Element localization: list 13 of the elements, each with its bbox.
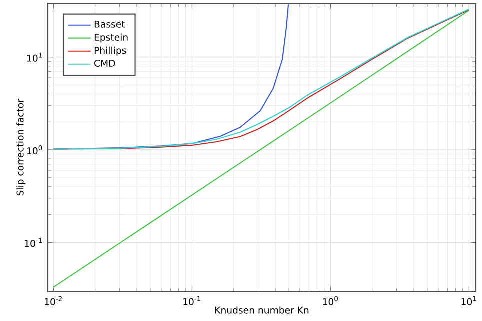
x-tick-label: 10$^{0}$	[323, 296, 338, 306]
x-axis-title: Knudsen number Kn	[216, 306, 309, 314]
legend-label: CMD	[94, 60, 116, 67]
x-tick-label: 10$^{1}$	[462, 296, 476, 306]
y-axis-title: Slip correction factor	[16, 99, 26, 196]
y-tick-label: 10$^{0}$	[28, 145, 42, 155]
legend-label: Epstein	[94, 34, 128, 43]
x-tick-label: 10$^{-1}$	[184, 296, 201, 306]
legend-label: Basset	[94, 20, 126, 28]
x-tick-label: 10$^{-2}$	[45, 296, 62, 306]
y-tick-label: 10$^{1}$	[28, 52, 42, 62]
y-tick-label: 10$^{-1}$	[25, 238, 42, 248]
legend-label: Phillips	[94, 46, 126, 56]
